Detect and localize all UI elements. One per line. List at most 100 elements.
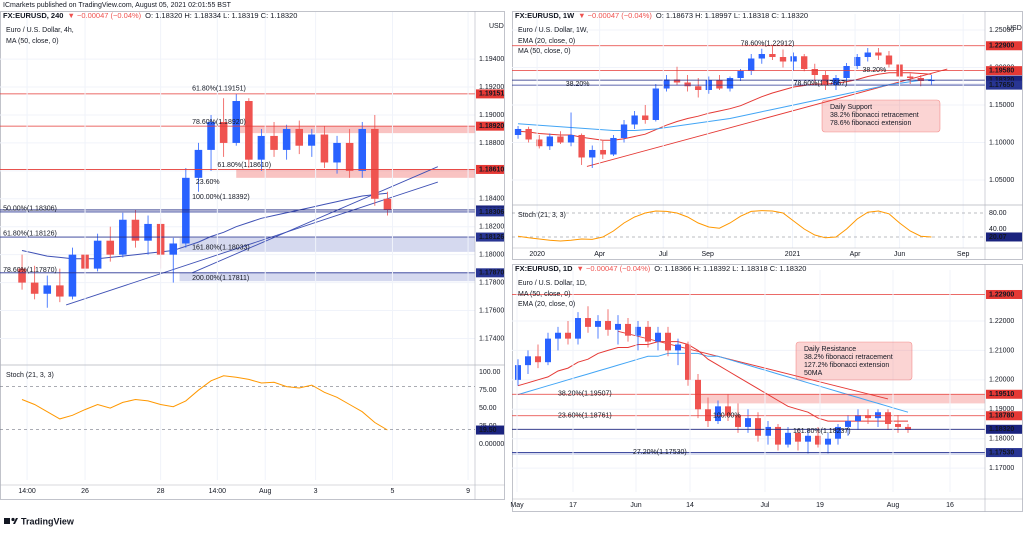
candle-body [855, 415, 861, 422]
candle-body [257, 135, 266, 160]
fib-label: 161.80%(1.18033) [192, 245, 250, 252]
trend-line [617, 330, 889, 400]
candle-body [832, 78, 840, 86]
price-tag-label: 1.18920 [479, 123, 504, 130]
y-tick-label: 1.05000 [989, 177, 1014, 184]
candle-body [645, 326, 651, 342]
symbol-header: FX:EURUSD, 1W ▼ −0.00047 (−0.04%) O: 1.186… [515, 11, 808, 20]
x-tick-label: Jul [761, 502, 770, 509]
price-tag-label: 1.17530 [989, 449, 1014, 456]
series-line [517, 352, 909, 413]
fib-zone [236, 126, 475, 134]
fib-label: 27.20%(1.17530) [633, 449, 687, 456]
x-tick-label: 2020 [529, 251, 545, 258]
candle-body [635, 326, 641, 336]
price-tag [986, 389, 1022, 399]
x-tick-label: 14 [686, 502, 694, 509]
candle-body [769, 54, 776, 58]
candle-body [765, 426, 771, 436]
y-tick-label: 1.18000 [989, 436, 1014, 443]
candle-body [56, 285, 64, 297]
candle-body [182, 177, 190, 244]
price-tag-label: 1.18320 [989, 77, 1014, 84]
candle-body [245, 101, 253, 160]
trend-line [66, 181, 438, 306]
x-tick-label: 17 [569, 502, 577, 509]
candle-body [93, 240, 102, 269]
x-tick-label: Jun [894, 251, 905, 258]
candle-body [615, 323, 621, 330]
candle-body [906, 76, 914, 79]
candle-body [345, 142, 354, 171]
price-tag [476, 232, 504, 242]
price-tag-label: 1.19580 [989, 67, 1014, 74]
candle-body [835, 426, 841, 439]
fib-label: 61.80%(1.19151) [192, 85, 246, 92]
legend-entry: EMA (20, close, 0) [518, 38, 575, 45]
candle-body [845, 421, 851, 427]
symbol: FX:EURUSD, 1W [515, 11, 575, 20]
osc-tick-label: 40.00 [989, 226, 1007, 233]
candle-body [825, 438, 831, 445]
price-tag-label: 1.18306 [479, 209, 504, 216]
price-tag-label: 1.18126 [479, 234, 504, 241]
fib-label: 38.20%(1.19507) [558, 391, 612, 398]
candle-body [595, 320, 601, 327]
price-tag [476, 268, 504, 278]
fib-zone [698, 394, 985, 404]
price-tag [476, 121, 504, 131]
y-tick-label: 1.18000 [479, 251, 504, 258]
candle-body [795, 432, 801, 442]
candle-body [875, 52, 882, 56]
series-line [517, 341, 908, 422]
candle-body [745, 418, 751, 427]
osc-tick-label: 50.00 [479, 405, 497, 412]
candle-body [589, 149, 596, 158]
candle-body [790, 56, 797, 62]
x-tick-label: 26 [81, 488, 89, 495]
candle-body [575, 318, 581, 339]
candle-body [567, 134, 575, 143]
fib-zone [236, 169, 475, 178]
candle-body [525, 356, 531, 366]
candle-body [684, 82, 691, 87]
fib-label: 78.60%(1.17870) [3, 267, 57, 274]
x-tick-label: 5 [391, 488, 395, 495]
candle-body [642, 115, 649, 120]
candle-body [610, 137, 617, 155]
legend-description: Euro / U.S. Dollar, 1D, [518, 280, 587, 287]
candle-body [557, 136, 564, 143]
candle-body [144, 223, 152, 241]
candle-body [725, 406, 731, 416]
osc-tick-label: 0.00000 [479, 441, 504, 448]
y-tick-label: 1.20000 [989, 377, 1014, 384]
candle-body [665, 332, 671, 351]
candle-body [270, 135, 278, 150]
fib-label: 61.80%(1.18610) [217, 162, 271, 169]
candle-body [194, 149, 203, 178]
x-tick-label: Jul [659, 251, 668, 258]
legend-description: Euro / U.S. Dollar, 1W, [518, 27, 588, 34]
candle-body [620, 124, 628, 138]
y-tick-label: 1.18800 [479, 140, 504, 147]
publish-header: ICmarkets published on TradingView.com, … [3, 2, 232, 9]
price-tag-label: 1.19510 [989, 391, 1014, 398]
y-tick-label: 1.17600 [479, 307, 504, 314]
candle-body [333, 142, 341, 163]
fib-label: 23.60%(1.18761) [558, 413, 612, 420]
candle-body [865, 415, 871, 419]
fib-label: 50.00%(1.18306) [3, 205, 57, 212]
price-tag [986, 289, 1022, 299]
candle-body [578, 134, 585, 158]
y-tick-label: 1.25000 [989, 27, 1014, 34]
candle-body [735, 415, 741, 427]
change: ▼ −0.00047 (−0.04%) [67, 11, 141, 20]
candle-body [895, 424, 901, 427]
candle-body [885, 412, 891, 425]
x-tick-label: 16 [946, 502, 954, 509]
candle-body [673, 79, 681, 83]
fib-zone [179, 237, 475, 252]
fib-zone [179, 272, 475, 282]
osc-line [517, 210, 932, 242]
candle-body [605, 320, 611, 330]
